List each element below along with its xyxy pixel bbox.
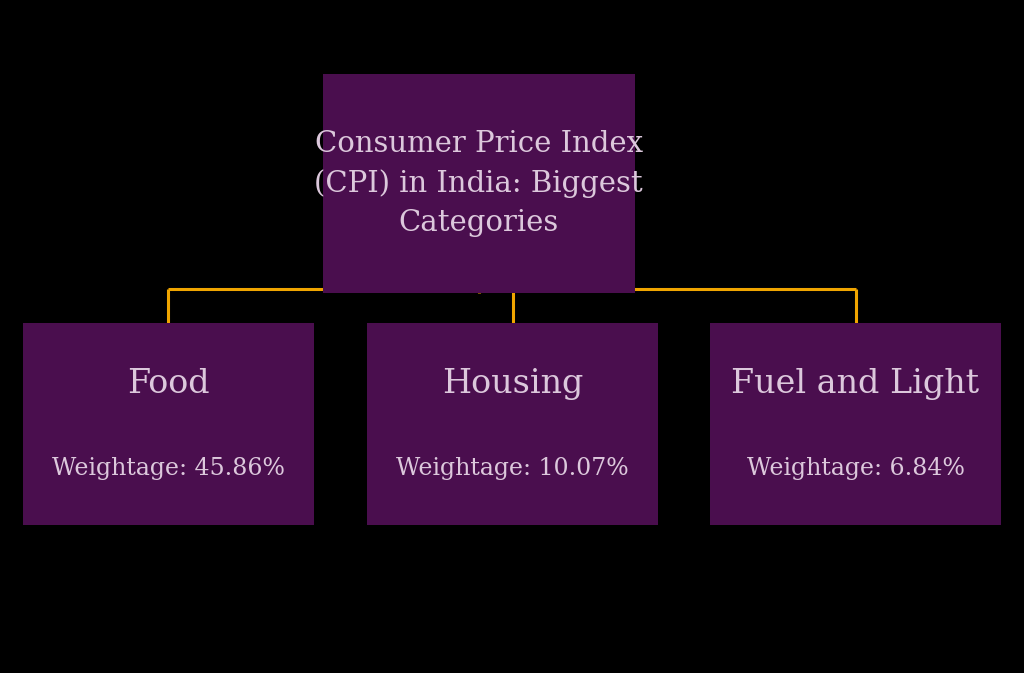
Text: Weightage: 45.86%: Weightage: 45.86%	[52, 457, 285, 480]
FancyBboxPatch shape	[23, 323, 314, 525]
Text: Food: Food	[127, 367, 210, 400]
Text: Fuel and Light: Fuel and Light	[731, 367, 980, 400]
Text: Weightage: 10.07%: Weightage: 10.07%	[396, 457, 629, 480]
Text: Housing: Housing	[441, 367, 584, 400]
Text: Weightage: 6.84%: Weightage: 6.84%	[746, 457, 965, 480]
FancyBboxPatch shape	[710, 323, 1001, 525]
FancyBboxPatch shape	[367, 323, 658, 525]
FancyBboxPatch shape	[323, 74, 635, 293]
Text: Consumer Price Index
(CPI) in India: Biggest
Categories: Consumer Price Index (CPI) in India: Big…	[314, 130, 643, 237]
